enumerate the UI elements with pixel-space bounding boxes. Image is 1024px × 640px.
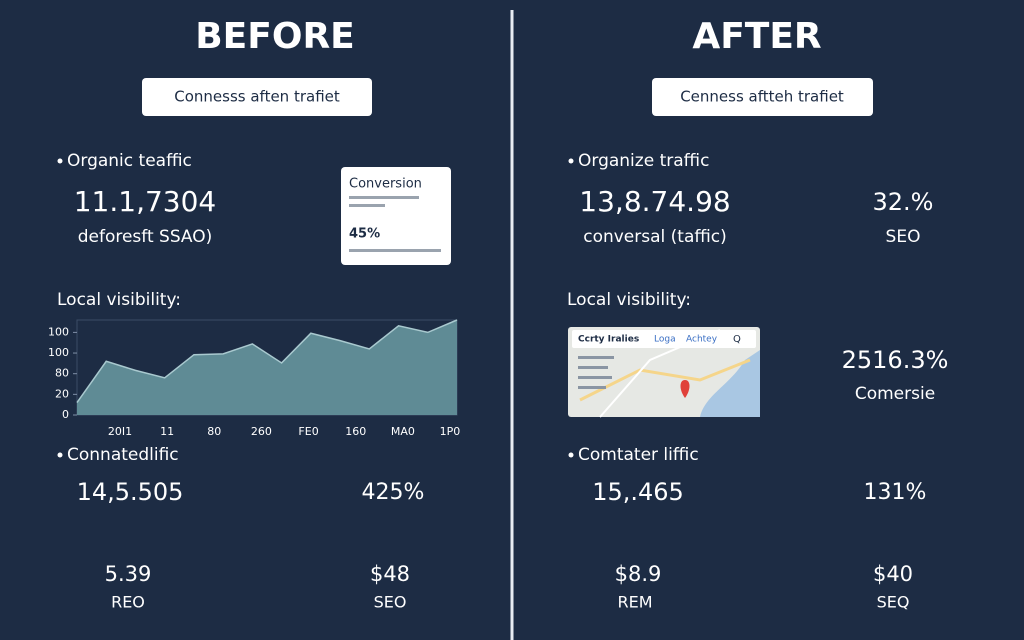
stat-value: $8.9 <box>615 562 662 586</box>
side-value: 2516.3% <box>842 346 949 374</box>
metric-value: 14,5.505 <box>77 478 184 506</box>
stat-value: 5.39 <box>105 562 152 586</box>
area-chart: 0 20 80 100 100 20I1 11 80 260 FE0 160 MA0 1P0 <box>48 319 461 438</box>
card-line <box>349 196 419 199</box>
side-label: SEO <box>886 227 921 247</box>
x-tick-label: 80 <box>207 425 221 438</box>
x-tick-label: 20I1 <box>108 425 132 438</box>
metric-caption: conversal (taffic) <box>583 227 727 247</box>
x-tick-label: MA0 <box>391 425 415 438</box>
metric-percent: 131% <box>864 480 927 505</box>
stat-label: REM <box>617 593 652 612</box>
map-water <box>700 350 760 417</box>
section-label: Local visibility: <box>57 290 181 310</box>
map-search-icon[interactable]: Q <box>733 334 741 345</box>
y-tick-label: 100 <box>48 325 69 338</box>
x-tick-label: 260 <box>251 425 272 438</box>
stat-label: SEQ <box>877 593 910 612</box>
panel-title: AFTER <box>692 16 821 57</box>
metric-value: 11.1,7304 <box>74 185 217 218</box>
map-list <box>578 356 614 359</box>
metric-percent: 425% <box>362 480 425 505</box>
button-label[interactable]: Cenness aftteh trafiet <box>680 88 844 106</box>
map-pin <box>680 380 690 398</box>
card-line <box>349 204 385 207</box>
y-tick-label: 80 <box>55 367 69 380</box>
map-search-text[interactable]: Ccrty Iralies <box>578 335 639 345</box>
y-tick-label: 20 <box>55 387 69 400</box>
card-line <box>349 249 441 252</box>
card <box>341 167 451 265</box>
bullet <box>568 158 574 164</box>
stat-label: SEO <box>374 593 407 612</box>
button-label[interactable]: Connesss aften trafiet <box>174 88 340 106</box>
map-tab[interactable]: Achtey <box>686 335 718 345</box>
line <box>76 319 458 404</box>
map-road <box>579 358 751 402</box>
metric-label: Comtater liffic <box>578 445 699 465</box>
x-tick-label: 1P0 <box>440 425 461 438</box>
map-tab[interactable]: Loga <box>654 335 676 345</box>
panel-title: BEFORE <box>195 16 355 57</box>
x-tick-label: 11 <box>160 425 174 438</box>
y-tick-label: 0 <box>62 408 69 421</box>
stat-value: $40 <box>873 562 913 586</box>
metric-caption: deforesft SSAO) <box>78 227 213 247</box>
button[interactable] <box>142 78 372 116</box>
side-label: Comersie <box>855 384 935 404</box>
section-label: Local visibility: <box>567 290 691 310</box>
metric-value: 13,8.74.98 <box>579 185 730 218</box>
button[interactable] <box>652 78 873 116</box>
metric-label: Organize traffic <box>578 151 709 171</box>
map-list <box>578 386 606 389</box>
metric-label: Connatedlific <box>67 445 179 465</box>
map-list <box>578 366 608 369</box>
card-title: Conversion <box>349 177 422 192</box>
bullet <box>568 452 574 458</box>
map-list <box>578 376 612 379</box>
x-tick-label: FE0 <box>298 425 318 438</box>
metric-value: 15,.465 <box>592 478 684 506</box>
area <box>77 320 457 415</box>
bullet <box>57 158 63 164</box>
side-value: 32.% <box>873 188 934 216</box>
bullet <box>57 452 63 458</box>
card-value: 45% <box>349 227 380 242</box>
map-search[interactable] <box>572 330 756 348</box>
stat-label: REO <box>111 593 145 612</box>
x-tick-label: 160 <box>345 425 366 438</box>
map: Ccrty Iralies Loga Achtey Q <box>568 327 760 418</box>
stat-value: $48 <box>370 562 410 586</box>
map-bg <box>568 327 760 417</box>
metric-label: Organic teaffic <box>67 151 192 171</box>
y-tick-label: 100 <box>48 346 69 359</box>
